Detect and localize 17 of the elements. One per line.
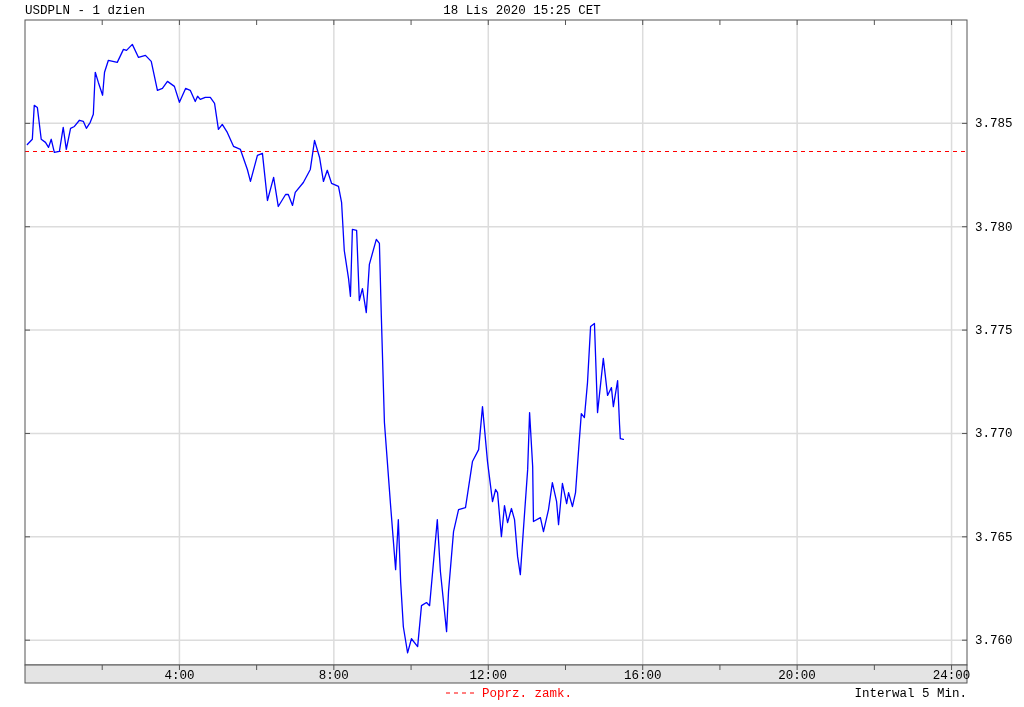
y-tick-label: 3.780 (975, 220, 1013, 235)
text: Interwal 5 Min. (854, 687, 967, 701)
y-tick-label: 3.760 (975, 634, 1013, 649)
y-tick-label: 3.765 (975, 530, 1013, 545)
y-tick-label: 3.775 (975, 324, 1013, 339)
x-tick-label: 12:00 (469, 669, 508, 683)
chart-title: USDPLN - 1 dzien (25, 4, 146, 18)
x-tick-label: 16:00 (623, 669, 662, 683)
y-tick-label: 3.785 (975, 117, 1013, 132)
x-tick-label: 24:00 (932, 669, 971, 683)
x-tick-label: 20:00 (778, 669, 816, 683)
line-series (26, 43, 625, 654)
x-tick-label: 4:00 (164, 669, 195, 683)
y-tick-label: 3.770 (975, 427, 1013, 442)
chart-subtitle: 18 Lis 2020 15:25 CET (443, 4, 602, 18)
x-tick-label: 8:00 (318, 669, 349, 683)
legend-label: Poprz. zamk. (482, 687, 573, 701)
